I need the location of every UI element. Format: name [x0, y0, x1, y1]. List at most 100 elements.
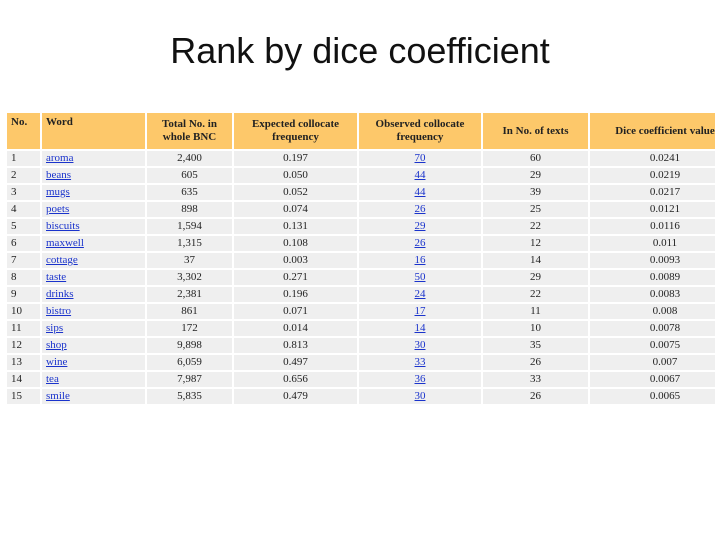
table-cell: 25	[481, 200, 590, 219]
table-cell: cottage	[40, 251, 147, 270]
observed-link[interactable]: 70	[414, 152, 426, 164]
word-link[interactable]: wine	[46, 356, 68, 368]
word-link[interactable]: shop	[46, 339, 67, 351]
table-cell: 17	[357, 302, 483, 321]
word-link[interactable]: maxwell	[46, 237, 84, 249]
word-link[interactable]: mugs	[46, 186, 70, 198]
table-cell: 0.003	[232, 251, 359, 270]
table-cell: 861	[145, 302, 234, 321]
word-link[interactable]: cottage	[46, 254, 78, 266]
table-cell: 0.479	[232, 387, 359, 406]
table-cell: 30	[357, 387, 483, 406]
table-cell: 0.0065	[588, 387, 715, 406]
observed-link[interactable]: 36	[414, 373, 426, 385]
column-header: Expected collocate frequency	[232, 111, 359, 151]
table-cell: 16	[357, 251, 483, 270]
table-cell: 0.131	[232, 217, 359, 236]
table-cell: 22	[481, 285, 590, 304]
table-cell: tea	[40, 370, 147, 389]
table-cell: maxwell	[40, 234, 147, 253]
table-row: 13 wine 6,059 0.497 33 26 0.007	[5, 353, 715, 372]
table-cell: drinks	[40, 285, 147, 304]
word-link[interactable]: drinks	[46, 288, 74, 300]
table-cell: 0.0089	[588, 268, 715, 287]
table-row: 10 bistro 861 0.071 17 11 0.008	[5, 302, 715, 321]
table-cell: 0.0241	[588, 149, 715, 168]
table-cell: 1,315	[145, 234, 234, 253]
slide-title: Rank by dice coefficient	[170, 30, 550, 71]
table-cell: 22	[481, 217, 590, 236]
table-cell: 0.052	[232, 183, 359, 202]
table-cell: 13	[5, 353, 42, 372]
table-cell: 0.011	[588, 234, 715, 253]
table-cell: 24	[357, 285, 483, 304]
observed-link[interactable]: 44	[414, 186, 426, 198]
observed-link[interactable]: 26	[414, 237, 426, 249]
table-row: 11 sips 172 0.014 14 10 0.0078	[5, 319, 715, 338]
observed-link[interactable]: 17	[414, 305, 426, 317]
table-cell: 26	[481, 353, 590, 372]
table-cell: 0.074	[232, 200, 359, 219]
table-cell: 0.497	[232, 353, 359, 372]
table-cell: 39	[481, 183, 590, 202]
table-cell: 44	[357, 166, 483, 185]
table-cell: 605	[145, 166, 234, 185]
table-cell: 6,059	[145, 353, 234, 372]
table-cell: 29	[481, 166, 590, 185]
observed-link[interactable]: 50	[414, 271, 426, 283]
word-link[interactable]: aroma	[46, 152, 74, 164]
word-link[interactable]: sips	[46, 322, 64, 334]
table-row: 14 tea 7,987 0.656 36 33 0.0067	[5, 370, 715, 389]
column-header: No.	[5, 111, 42, 151]
table-cell: 70	[357, 149, 483, 168]
word-link[interactable]: smile	[46, 390, 70, 402]
word-link[interactable]: tea	[46, 373, 59, 385]
column-header: Dice coefficient value	[588, 111, 715, 151]
table-cell: bistro	[40, 302, 147, 321]
table-cell: 2,400	[145, 149, 234, 168]
observed-link[interactable]: 33	[414, 356, 426, 368]
table-cell: aroma	[40, 149, 147, 168]
header-row: No. Word Total No. in whole BNC Expected co…	[5, 111, 715, 151]
word-link[interactable]: poets	[46, 203, 70, 215]
table-cell: 1	[5, 149, 42, 168]
observed-link[interactable]: 30	[414, 339, 426, 351]
table-cell: 10	[481, 319, 590, 338]
table-cell: sips	[40, 319, 147, 338]
observed-link[interactable]: 26	[414, 203, 426, 215]
observed-link[interactable]: 30	[414, 390, 426, 402]
table-row: 6 maxwell 1,315 0.108 26 12 0.011	[5, 234, 715, 253]
observed-link[interactable]: 16	[414, 254, 426, 266]
observed-link[interactable]: 14	[414, 322, 426, 334]
table-cell: 12	[5, 336, 42, 355]
observed-link[interactable]: 44	[414, 169, 426, 181]
table-cell: 14	[357, 319, 483, 338]
observed-link[interactable]: 29	[414, 220, 426, 232]
word-link[interactable]: biscuits	[46, 220, 80, 232]
table-cell: 12	[481, 234, 590, 253]
table-cell: 0.0083	[588, 285, 715, 304]
table-cell: 6	[5, 234, 42, 253]
table-cell: 9,898	[145, 336, 234, 355]
word-link[interactable]: beans	[46, 169, 72, 181]
table-cell: 0.197	[232, 149, 359, 168]
table-row: 3 mugs 635 0.052 44 39 0.0217	[5, 183, 715, 202]
collocate-table: No. Word Total No. in whole BNC Expected co…	[5, 111, 715, 406]
table-cell: 0.271	[232, 268, 359, 287]
table-cell: 0.0121	[588, 200, 715, 219]
table-cell: 4	[5, 200, 42, 219]
table-cell: 26	[357, 200, 483, 219]
table-cell: 5,835	[145, 387, 234, 406]
table-cell: 36	[357, 370, 483, 389]
table-cell: 9	[5, 285, 42, 304]
table-cell: 898	[145, 200, 234, 219]
word-link[interactable]: bistro	[46, 305, 72, 317]
table-row: 7 cottage 37 0.003 16 14 0.0093	[5, 251, 715, 270]
word-link[interactable]: taste	[46, 271, 67, 283]
table-cell: 44	[357, 183, 483, 202]
table-row: 8 taste 3,302 0.271 50 29 0.0089	[5, 268, 715, 287]
table-cell: 26	[357, 234, 483, 253]
table-cell: 60	[481, 149, 590, 168]
observed-link[interactable]: 24	[414, 288, 426, 300]
table-body: 1 aroma 2,400 0.197 70 60 0.0241 2 beans 605 0.050…	[5, 149, 715, 406]
